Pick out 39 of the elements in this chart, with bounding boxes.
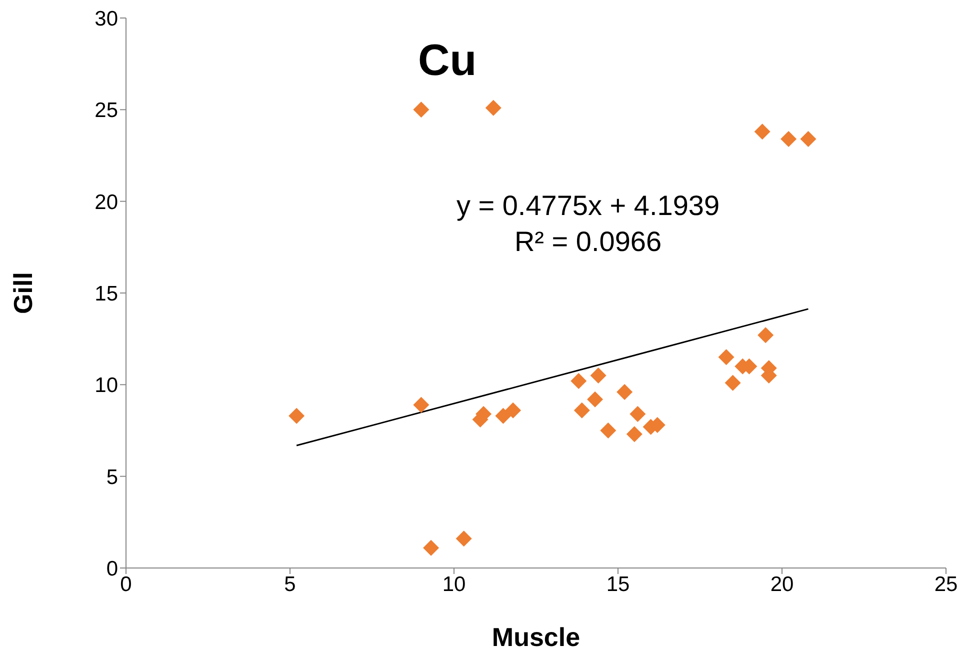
point [758, 327, 774, 344]
x-tick-label: 10 [442, 572, 466, 596]
y-tick-label: 15 [94, 282, 118, 306]
y-tick-label: 10 [94, 374, 118, 398]
point [600, 422, 616, 438]
point [724, 374, 741, 391]
point [590, 368, 606, 384]
y-tick-label: 0 [106, 557, 118, 580]
point [456, 530, 472, 547]
point [718, 349, 734, 366]
point [800, 131, 816, 147]
point [485, 100, 502, 116]
point [570, 373, 587, 389]
annotation: R² = 0.0966 [513, 225, 663, 260]
x-tick-label: 5 [284, 572, 296, 596]
point [574, 402, 590, 418]
point [288, 408, 305, 424]
y-tick-label: 20 [94, 190, 118, 214]
annotation: y = 0.4775x + 4.1939 [455, 189, 721, 223]
point [423, 540, 440, 556]
point [505, 402, 522, 418]
y-tick-label: 5 [106, 466, 118, 489]
y-tick-label: 25 [94, 99, 118, 122]
point [626, 426, 642, 442]
point [754, 124, 770, 140]
point [630, 406, 646, 422]
x-axis-title: Muscle [492, 622, 580, 652]
y-axis-title: Gill [8, 272, 38, 314]
point [495, 408, 512, 424]
y-tick-label: 30 [94, 7, 118, 30]
x-tick-label: 15 [606, 572, 630, 596]
point [413, 396, 430, 413]
point [616, 384, 633, 400]
chart-title: Cu [418, 36, 477, 86]
x-tick-label: 20 [770, 572, 794, 596]
point [587, 391, 604, 408]
point [413, 102, 430, 118]
point [780, 131, 797, 147]
x-tick-label: 25 [934, 572, 958, 596]
